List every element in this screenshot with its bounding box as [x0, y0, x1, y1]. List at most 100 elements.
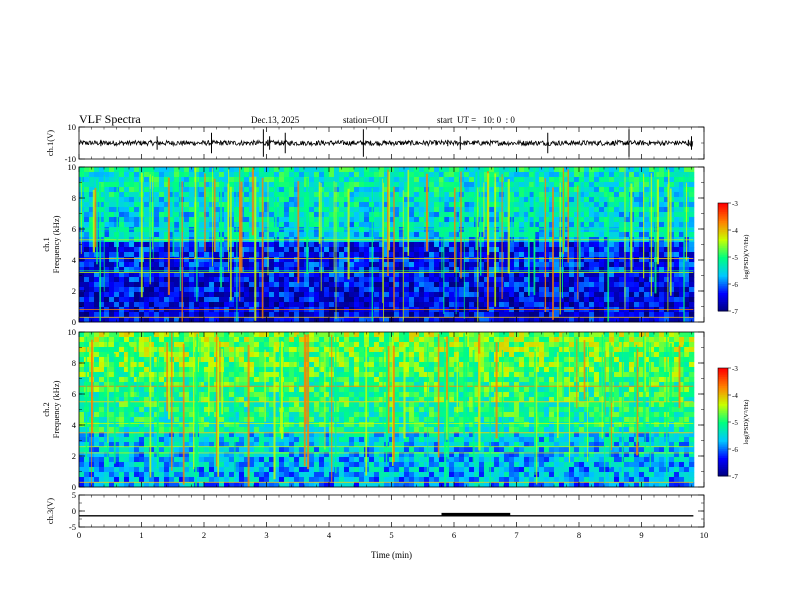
- spectrogram-cell: [369, 247, 375, 253]
- spectrogram-cell: [334, 187, 340, 193]
- spectrogram-cell: [539, 177, 545, 183]
- spectrogram-cell: [504, 202, 510, 208]
- spectrogram-cell: [104, 332, 110, 338]
- spectrogram-cell: [579, 247, 585, 253]
- spectrogram-cell: [414, 267, 420, 273]
- spectrogram-cell: [404, 332, 410, 338]
- spectrogram-cell: [519, 167, 525, 173]
- spectrogram-cell: [324, 202, 330, 208]
- spectrogram-cell: [609, 317, 615, 323]
- spectrogram-cell: [629, 287, 635, 293]
- spectrogram-cell: [654, 227, 660, 233]
- spectrogram-cell: [109, 342, 115, 348]
- spectrogram-cell: [489, 192, 495, 198]
- spectrogram-cell: [259, 202, 265, 208]
- spectrogram-cell: [544, 247, 550, 253]
- spectrogram-cell: [544, 302, 550, 308]
- spectrogram-cell: [629, 297, 635, 303]
- spectrogram-cell: [414, 292, 420, 298]
- spectrogram-cell: [344, 247, 350, 253]
- spectrogram-cell: [524, 222, 530, 228]
- spectrogram-cell: [239, 277, 245, 283]
- spectrogram-cell: [614, 187, 620, 193]
- spectrogram-cell: [254, 212, 260, 218]
- spectrogram-cell: [124, 302, 130, 308]
- spectrogram-cell: [654, 347, 660, 353]
- spectrogram-cell: [209, 352, 215, 358]
- y-tick-label: 10: [68, 122, 77, 132]
- spectrogram-cell: [109, 302, 115, 308]
- spectrogram-cell: [124, 227, 130, 233]
- spectrogram-cell: [164, 207, 170, 213]
- spectrogram-cell: [579, 297, 585, 303]
- spectrogram-cell: [424, 292, 430, 298]
- spectrogram-cell: [579, 172, 585, 178]
- spectrogram-cell: [529, 172, 535, 178]
- spectrogram-cell: [579, 287, 585, 293]
- spectrogram-cell: [629, 167, 635, 173]
- spectrogram-cell: [199, 187, 205, 193]
- spectrogram-cell: [414, 192, 420, 198]
- spectrogram-cell: [419, 172, 425, 178]
- spectrogram-cell: [509, 312, 515, 318]
- spectrogram-cell: [654, 177, 660, 183]
- spectrogram-cell: [409, 177, 415, 183]
- spectrogram-cell: [664, 277, 670, 283]
- spectrogram-cell: [599, 247, 605, 253]
- spectrogram-cell: [379, 172, 385, 178]
- spectrogram-cell: [94, 282, 100, 288]
- spectrogram-cell: [149, 282, 155, 288]
- spectrogram-cell: [579, 262, 585, 268]
- spectrogram-cell: [254, 222, 260, 228]
- spectrogram-cell: [504, 347, 510, 353]
- spectrogram-cell: [484, 217, 490, 223]
- spectrogram-cell: [634, 312, 640, 318]
- spectrogram-cell: [614, 227, 620, 233]
- spectrogram-cell: [404, 182, 410, 188]
- spectrogram-cell: [199, 247, 205, 253]
- spectrogram-cell: [564, 347, 570, 353]
- spectrogram-cell: [659, 217, 665, 223]
- spectrogram-cell: [534, 222, 540, 228]
- spectrogram-cell: [254, 287, 260, 293]
- spectrogram-cell: [324, 277, 330, 283]
- spectrogram-cell: [174, 277, 180, 283]
- spectrogram-cell: [544, 347, 550, 353]
- spectrogram-cell: [514, 177, 520, 183]
- spectrogram-cell: [114, 342, 120, 348]
- spectrogram-cell: [549, 332, 555, 338]
- spectrogram-cell: [99, 172, 105, 178]
- spectrogram-cell: [484, 297, 490, 303]
- spectrogram-cell: [574, 302, 580, 308]
- spectrogram-cell: [644, 347, 650, 353]
- spectrogram-cell: [624, 247, 630, 253]
- spectrogram-cell: [674, 267, 680, 273]
- spectrogram-cell: [529, 222, 535, 228]
- spectrogram-cell: [584, 262, 590, 268]
- spectrogram-cell: [284, 352, 290, 358]
- spectrogram-cell: [149, 362, 155, 368]
- spectrogram-cell: [354, 232, 360, 238]
- spectrogram-cell: [199, 242, 205, 248]
- spectrogram-cell: [264, 287, 270, 293]
- spectrogram-cell: [209, 262, 215, 268]
- spectrogram-cell: [669, 172, 675, 178]
- spectrogram-cell: [454, 217, 460, 223]
- spectrogram-cell: [154, 212, 160, 218]
- spectrogram-cell: [509, 247, 515, 253]
- spectrogram-cell: [389, 282, 395, 288]
- spectrogram-cell: [549, 207, 555, 213]
- spectrogram-cell: [174, 177, 180, 183]
- spectrogram-cell: [284, 227, 290, 233]
- spectrogram-cell: [349, 337, 355, 343]
- spectrogram-cell: [449, 287, 455, 293]
- spectrogram-cell: [349, 247, 355, 253]
- spectrogram-cell: [284, 192, 290, 198]
- spectrogram-cell: [429, 177, 435, 183]
- spectrogram-cell: [459, 282, 465, 288]
- spectrogram-cell: [89, 177, 95, 183]
- spectrogram-cell: [479, 207, 485, 213]
- spectrogram-cell: [529, 267, 535, 273]
- spectrogram-cell: [584, 337, 590, 343]
- spectrogram-cell: [374, 267, 380, 273]
